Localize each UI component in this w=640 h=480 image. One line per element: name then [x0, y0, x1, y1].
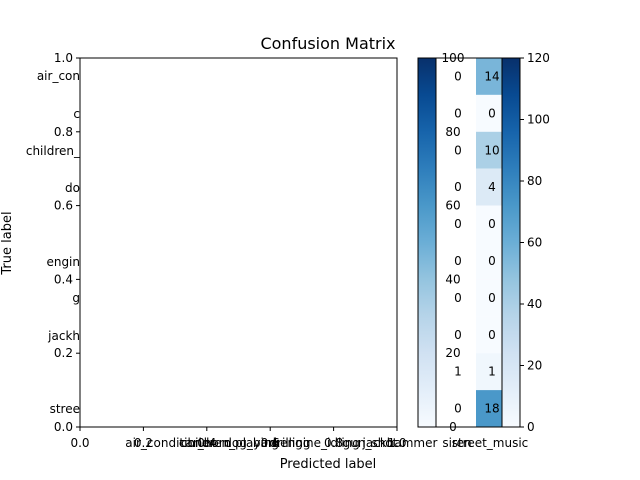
y-tick-label: 0.0 [54, 420, 73, 434]
heatmap-cell [476, 279, 502, 317]
heatmap-cell-value: 1 [488, 365, 496, 379]
row-label: children_ [26, 144, 81, 158]
heatmap-cell-value: 18 [484, 402, 499, 416]
column-label: siren [442, 436, 471, 450]
y-tick-label: 0.6 [54, 199, 73, 213]
row-label: jackh [47, 329, 80, 343]
heatmap-cell-value: 0 [454, 143, 462, 157]
colorbar-2-bar [501, 57, 521, 428]
heatmap-cell [476, 131, 502, 169]
x-tick-label: 0.0 [70, 436, 89, 450]
x-axis-label: Predicted label [280, 457, 377, 472]
heatmap-cells: 0 140 00 100 40 00 00 00 01 10 18air_concchildren_… [26, 58, 528, 450]
heatmap-cell-value: 1 [454, 365, 462, 379]
main-axes: 0.0 0.2 0.4 0.6 0.8 1.0 0.0 0.2 0.4 0.6 0.8 1.0 [54, 51, 407, 450]
colorbar-2-tick-label: 0 [527, 420, 535, 434]
x-tick-label: 0.4 [197, 436, 216, 450]
heatmap-cell-value: 0 [454, 291, 462, 305]
y-tick-label: 0.8 [54, 125, 73, 139]
heatmap-cell-value: 10 [484, 143, 499, 157]
row-label: air_con [37, 69, 80, 83]
y-tick-label: 0.4 [54, 272, 73, 286]
heatmap-cell [476, 390, 502, 427]
colorbar-1-bar [417, 57, 437, 428]
heatmap-cell-value: 0 [454, 180, 462, 194]
heatmap-cell-value: 0 [454, 328, 462, 342]
row-label: engin [46, 255, 80, 269]
y-axis-label: True label [0, 211, 15, 275]
column-label: street_music [452, 436, 529, 450]
column-label: drilling [269, 436, 310, 450]
colorbar-2-tick-label: 100 [527, 113, 550, 127]
heatmap-cell [476, 353, 502, 391]
x-tick-label: 0.6 [261, 436, 280, 450]
colorbar-1-tick-label: 80 [445, 125, 460, 139]
column-label: engine_idling [280, 436, 360, 450]
x-tick-label: 1.0 [387, 436, 406, 450]
row-label: do [65, 181, 80, 195]
heatmap-cell-value: 0 [488, 217, 496, 231]
heatmap-cell-value: 14 [484, 69, 499, 83]
colorbar-2-tick-label: 20 [527, 359, 542, 373]
heatmap-cell-value: 0 [454, 217, 462, 231]
row-label: c [73, 107, 80, 121]
plot-frame [79, 57, 398, 428]
heatmap-cell-value: 0 [488, 106, 496, 120]
column-label: car_horn [179, 436, 231, 450]
column-label: dog_bark [224, 436, 279, 450]
y-tick-label: 1.0 [54, 51, 73, 65]
heatmap-cell [476, 58, 502, 95]
heatmap-cell [476, 242, 502, 280]
colorbar-1-tick-label: 60 [445, 199, 460, 213]
colorbar-2-tick-label: 80 [527, 174, 542, 188]
heatmap-cell [476, 205, 502, 243]
heatmap-cell [476, 94, 502, 132]
x-tick-label: 0.8 [324, 436, 343, 450]
x-tick-label: 0.2 [134, 436, 153, 450]
column-label: gun_shot [343, 436, 398, 450]
heatmap-cell-value: 4 [488, 180, 496, 194]
heatmap-cell-value: 0 [454, 254, 462, 268]
heatmap-cell [476, 168, 502, 206]
column-label: jackhammer [362, 436, 438, 450]
y-tick-label: 0.2 [54, 346, 73, 360]
colorbar-1-tick-label: 20 [445, 346, 460, 360]
colorbar-2-tick-label: 40 [527, 297, 542, 311]
heatmap-cell-value: 0 [488, 291, 496, 305]
heatmap-cell [476, 316, 502, 354]
heatmap-cell-value: 0 [488, 328, 496, 342]
colorbar-2-tick-label: 120 [527, 51, 550, 65]
colorbar-1-tick-label: 40 [445, 272, 460, 286]
row-label: stree [50, 402, 80, 416]
heatmap-cell-value: 0 [454, 402, 462, 416]
row-label: g [72, 291, 80, 305]
heatmap-cell-value: 0 [488, 254, 496, 268]
heatmap-frame [435, 57, 503, 428]
colorbar-2-tick-label: 60 [527, 236, 542, 250]
column-label: children_playing [181, 436, 279, 450]
chart-title: Confusion Matrix [260, 34, 395, 53]
heatmap-cell-value: 0 [454, 69, 462, 83]
heatmap-cell-value: 0 [454, 106, 462, 120]
column-label: air_conditioner [125, 436, 214, 450]
